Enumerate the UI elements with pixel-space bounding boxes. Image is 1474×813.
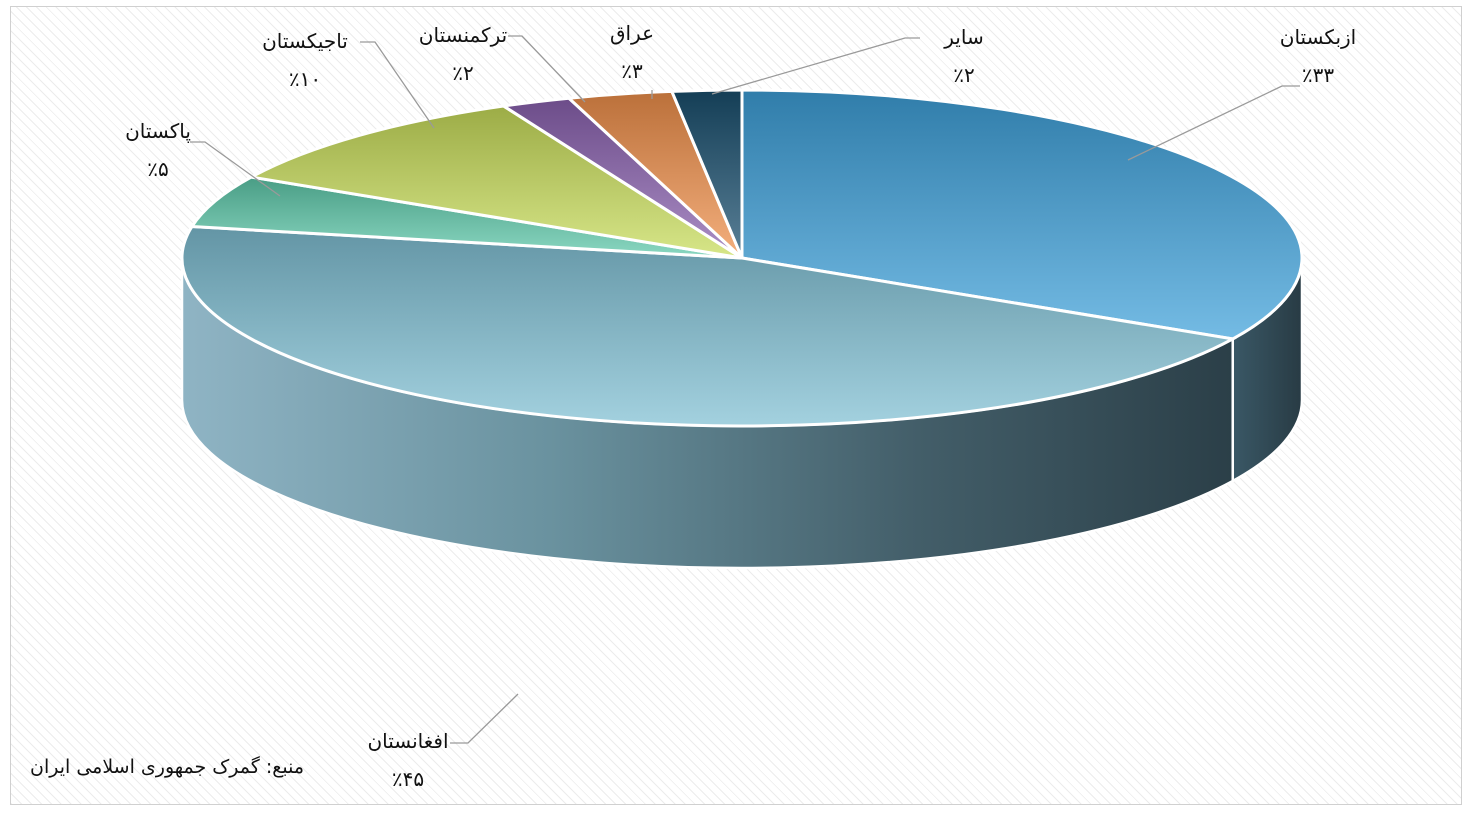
slice-label-4: ترکمنستان [419, 23, 507, 47]
pie-slice-6 [669, 88, 744, 259]
slice-value-4: ٪۲ [452, 61, 473, 85]
slice-label-3: تاجیکستان [262, 29, 348, 53]
pie-slice-1 [180, 224, 1238, 428]
slice-value-2: ٪۵ [147, 157, 168, 181]
slice-label-2: پاکستان [125, 119, 191, 144]
slice-labels: ازبکستان ٪۳۳ افغانستان ٪۴۵ پاکستان ٪۵ تاجیکستا… [125, 21, 1356, 791]
pie-slice-3 [246, 104, 743, 260]
slice-value-3: ٪۱۰ [289, 67, 321, 91]
leader-line-3 [360, 41, 435, 129]
slice-value-1: ٪۴۵ [392, 767, 424, 791]
leader-line-4 [508, 35, 586, 103]
slice-label-5: عراق [610, 21, 654, 45]
slice-label-6: سایر [943, 25, 983, 49]
pie-slices [180, 88, 1304, 428]
pie-slice-0 [740, 88, 1304, 341]
slice-value-6: ٪۲ [953, 63, 974, 87]
source-note: منبع: گمرک جمهوری اسلامی ایران [30, 756, 305, 778]
slice-label-1: افغانستان [367, 729, 448, 753]
slice-label-0: ازبکستان [1280, 25, 1356, 49]
leader-line-1 [450, 693, 519, 744]
slice-value-0: ٪۳۳ [1302, 63, 1334, 87]
leader-line-6 [711, 37, 920, 95]
leader-lines [190, 35, 1300, 744]
leader-line-2 [190, 141, 281, 197]
leader-line-0 [1127, 85, 1300, 161]
slice-value-5: ٪۳ [621, 59, 643, 83]
